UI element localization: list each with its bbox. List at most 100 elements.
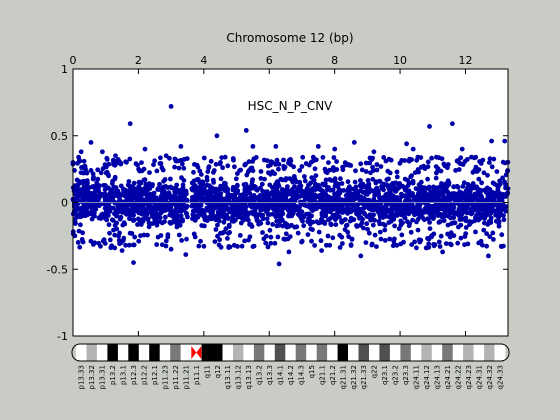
ideogram-band <box>285 344 297 361</box>
data-point <box>457 189 463 195</box>
data-point <box>342 217 348 222</box>
data-point <box>410 180 416 186</box>
data-point <box>108 245 114 251</box>
data-point <box>437 219 443 224</box>
data-point <box>118 214 124 220</box>
data-point <box>237 233 243 238</box>
data-point <box>169 185 175 191</box>
data-point <box>487 211 493 217</box>
data-point <box>426 184 432 190</box>
data-point <box>490 230 496 236</box>
data-point <box>265 220 271 226</box>
data-point <box>93 193 98 199</box>
data-point <box>412 170 418 176</box>
data-point <box>287 176 293 182</box>
data-point <box>168 221 174 226</box>
data-point <box>127 156 133 162</box>
data-point <box>265 244 271 250</box>
data-point <box>473 164 479 170</box>
data-point <box>360 206 365 212</box>
ideogram-band <box>274 344 286 361</box>
data-point <box>387 214 393 220</box>
band-label: q15 <box>308 365 316 378</box>
data-point <box>361 190 366 195</box>
data-point <box>254 212 259 218</box>
data-point <box>107 230 112 236</box>
data-point <box>184 156 190 162</box>
band-label: q21.2 <box>329 365 337 385</box>
data-point <box>268 234 274 240</box>
data-point <box>130 195 136 201</box>
band-label: q23.3 <box>402 365 410 385</box>
data-point <box>501 207 507 213</box>
data-point <box>290 194 296 200</box>
data-point <box>301 223 307 229</box>
band-label: q21.32 <box>350 365 358 389</box>
data-point <box>402 215 408 221</box>
data-point <box>398 222 404 228</box>
data-point <box>463 188 469 194</box>
data-point <box>278 215 284 221</box>
data-point <box>116 233 121 239</box>
data-point <box>124 159 129 165</box>
data-point <box>177 222 183 228</box>
band-label: q24.22 <box>454 365 462 389</box>
data-point <box>211 180 217 185</box>
data-point <box>311 158 316 164</box>
data-point <box>481 227 487 233</box>
ideogram-band <box>96 344 108 361</box>
data-point <box>436 239 442 245</box>
data-point <box>297 168 303 173</box>
data-point <box>386 185 392 191</box>
data-point <box>434 190 440 195</box>
data-point <box>433 164 439 170</box>
data-point <box>223 184 229 190</box>
data-point <box>343 223 349 229</box>
data-point <box>470 169 476 175</box>
band-label: q13.2 <box>256 365 264 385</box>
data-point <box>206 183 212 189</box>
data-point <box>285 187 291 193</box>
data-point <box>447 233 453 239</box>
data-point <box>218 186 224 192</box>
band-label: q14.3 <box>298 365 306 385</box>
data-point <box>499 232 505 238</box>
data-point <box>250 159 256 164</box>
band-label: q24.21 <box>444 365 452 389</box>
data-point <box>386 176 391 182</box>
data-point <box>218 176 224 182</box>
data-point <box>383 158 389 164</box>
data-point <box>292 184 297 189</box>
data-point <box>306 211 312 217</box>
data-point <box>112 245 118 251</box>
data-point <box>320 192 325 198</box>
data-point <box>344 161 350 167</box>
data-point <box>324 242 329 248</box>
data-point <box>203 189 209 195</box>
data-point <box>414 157 420 163</box>
data-point <box>489 138 494 144</box>
data-point <box>351 186 356 192</box>
band-label: q24.13 <box>434 365 442 389</box>
y-tick-label: -0.5 <box>47 263 68 276</box>
data-point <box>355 202 361 208</box>
data-point <box>135 216 141 222</box>
data-point <box>397 181 402 186</box>
data-point <box>455 200 460 206</box>
data-point <box>358 161 364 167</box>
x-tick-label: 10 <box>393 54 407 67</box>
data-point <box>438 168 444 174</box>
data-point <box>130 242 136 248</box>
data-point <box>103 164 109 170</box>
data-point <box>196 243 202 249</box>
data-point <box>221 219 227 225</box>
data-point <box>200 189 206 194</box>
data-point <box>430 216 436 222</box>
data-point <box>222 154 228 160</box>
data-point <box>418 155 424 161</box>
data-point <box>89 184 95 190</box>
data-point <box>238 209 243 214</box>
data-point <box>388 218 394 224</box>
data-point <box>405 211 411 216</box>
data-point <box>234 183 240 189</box>
